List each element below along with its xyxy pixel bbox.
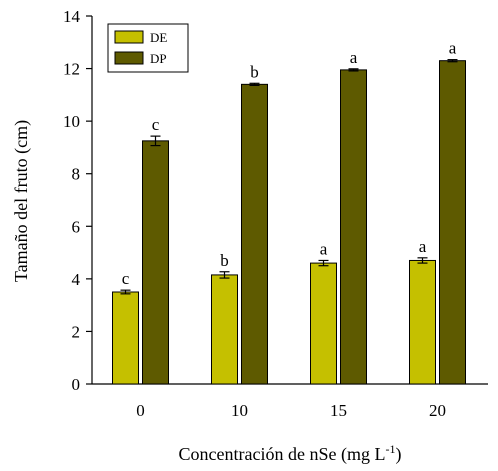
significance-label: c (122, 269, 130, 288)
x-axis: 0 10 15 20 (92, 383, 488, 420)
y-tick-label: 4 (72, 270, 81, 289)
bar (211, 274, 238, 385)
y-tick-label: 10 (63, 112, 80, 131)
bar (241, 83, 268, 385)
y-axis-title: Tamaño del fruto (cm) (11, 120, 32, 282)
y-tick-label: 12 (63, 60, 80, 79)
significance-label: a (350, 48, 358, 67)
significance-label: b (250, 62, 259, 81)
bar (409, 259, 436, 385)
x-tick-label: 15 (330, 401, 347, 420)
x-tick-label: 0 (136, 401, 145, 420)
x-tick-label: 20 (429, 401, 446, 420)
legend: DE DP (107, 23, 189, 73)
bar (439, 60, 466, 385)
y-tick-label: 14 (63, 7, 81, 26)
x-axis-title: Concentración de nSe (mg L-1) (179, 442, 402, 465)
bars: c c b b a a a a (112, 39, 466, 385)
bar (340, 69, 367, 385)
x-axis-title-main: Concentración de nSe (mg L (179, 444, 386, 465)
significance-label: a (449, 39, 457, 58)
legend-label: DE (150, 30, 167, 45)
bar (112, 291, 139, 385)
legend-swatch (114, 30, 144, 44)
y-tick-label: 2 (72, 322, 81, 341)
significance-label: b (220, 251, 229, 270)
x-axis-title-suffix: ) (395, 444, 401, 465)
significance-label: a (320, 239, 328, 258)
significance-label: c (152, 115, 160, 134)
bar (310, 262, 337, 385)
x-tick-label: 10 (231, 401, 248, 420)
legend-label: DP (150, 51, 167, 66)
y-axis: 0 2 4 6 8 10 12 14 (63, 7, 93, 394)
y-tick-label: 6 (72, 217, 81, 236)
y-tick-label: 8 (72, 165, 81, 184)
legend-swatch (114, 51, 144, 65)
x-axis-title-superscript: -1 (385, 442, 395, 456)
y-tick-label: 0 (72, 375, 81, 394)
significance-label: a (419, 237, 427, 256)
bar (142, 140, 169, 385)
